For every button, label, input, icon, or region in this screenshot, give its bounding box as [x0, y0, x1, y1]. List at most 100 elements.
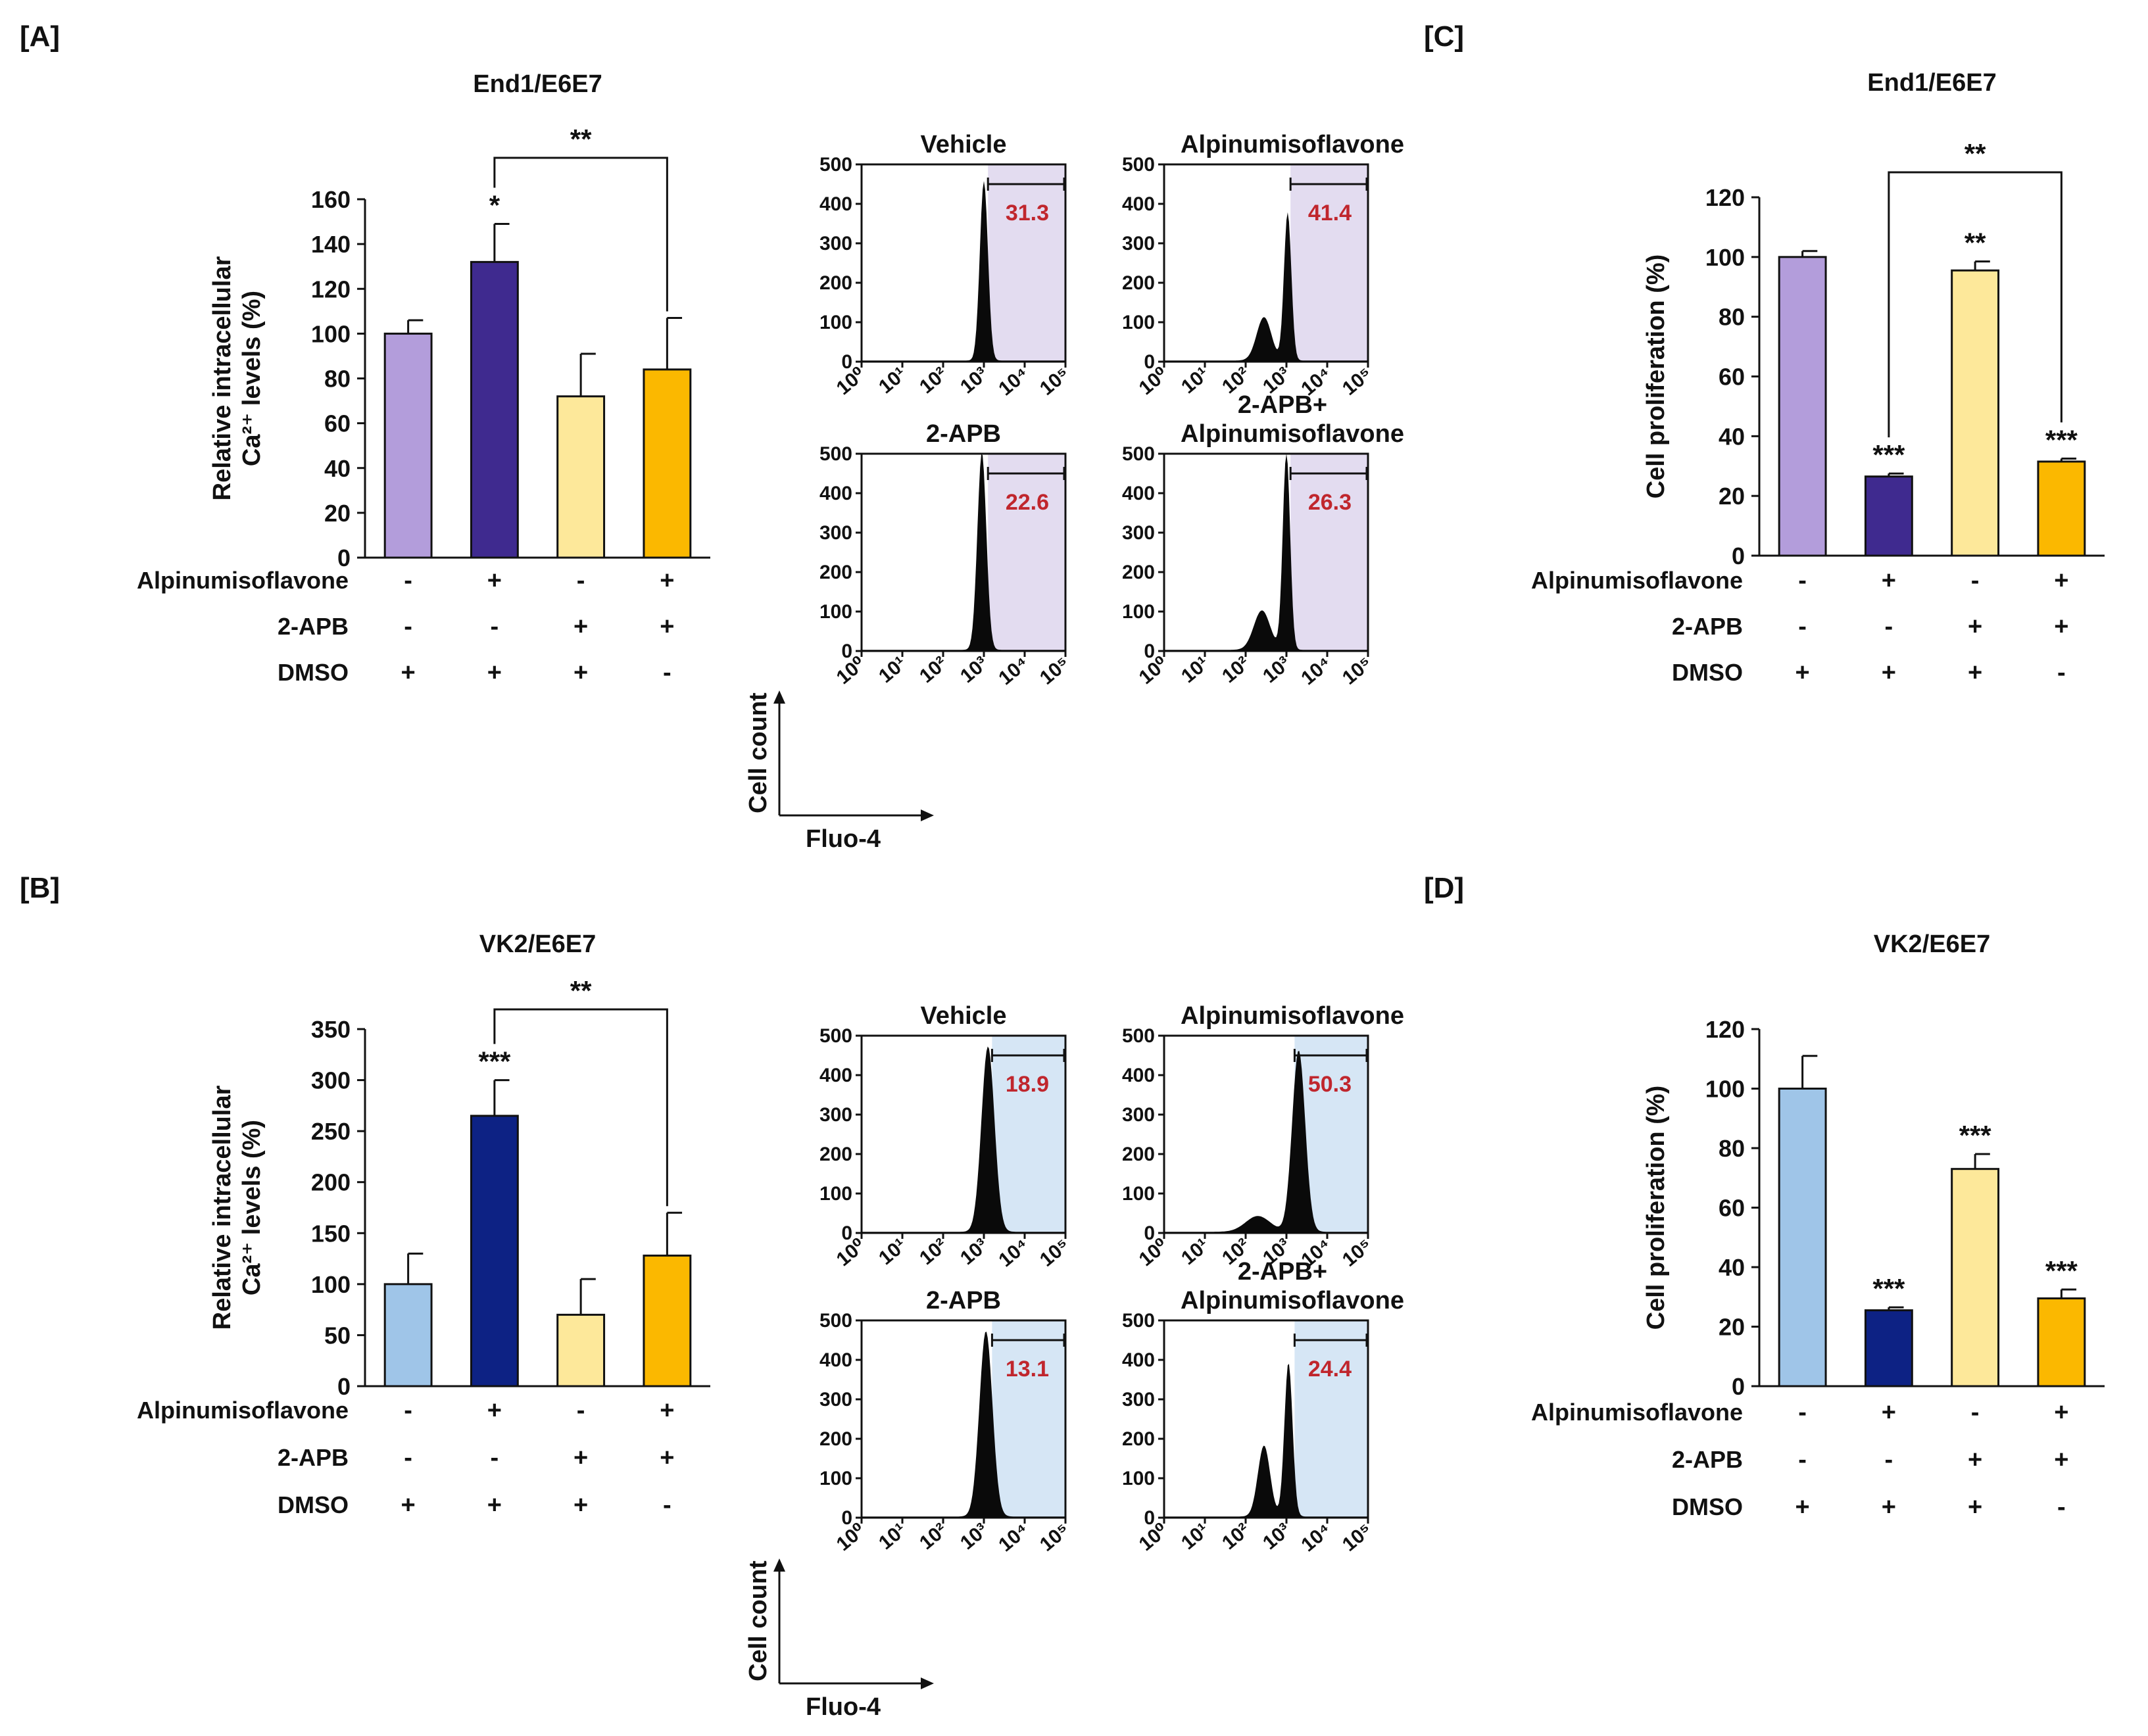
condition-sign: -	[1798, 567, 1807, 594]
y-tick-label: 400	[819, 1065, 852, 1086]
y-tick-label: 200	[1122, 1144, 1155, 1165]
x-tick-label: 10⁵	[1338, 363, 1377, 400]
bar-chart-d-bar: VK2/E6E7 0 20 40 60 80 100 120 Cell proliferatio…	[1531, 930, 2105, 1521]
condition-sign: +	[574, 1444, 588, 1472]
x-tick-label: 10²	[915, 363, 951, 398]
gate-percentage: 26.3	[1308, 490, 1352, 515]
condition-sign: -	[1885, 613, 1893, 640]
bar	[1951, 269, 2000, 557]
x-tick-label: 10⁴	[1297, 1519, 1335, 1556]
y-tick-label: 0	[841, 1222, 852, 1244]
condition-sign: +	[1968, 659, 1982, 687]
x-tick-label: 10⁰	[1135, 652, 1173, 688]
gate-percentage: 50.3	[1308, 1072, 1352, 1097]
y-tick-label: 100	[819, 1183, 852, 1205]
histogram-distribution	[1164, 212, 1368, 362]
y-tick-label: 300	[1122, 522, 1155, 544]
y-tick-label: 100	[1705, 244, 1745, 271]
x-tick-label: 10¹	[875, 363, 910, 398]
y-tick-label: 500	[819, 1025, 852, 1047]
x-tick-label: 10³	[956, 652, 992, 687]
y-tick-label: 300	[819, 522, 852, 544]
gate-percentage: 24.4	[1308, 1357, 1352, 1382]
chart-title: VK2/E6E7	[479, 930, 596, 958]
x-tick-label: 10⁵	[1036, 363, 1074, 400]
y-tick-label: 0	[1144, 351, 1155, 373]
y-tick-label: 500	[1122, 443, 1155, 465]
y-arrow-head	[773, 1558, 785, 1572]
chart-title: VK2/E6E7	[1874, 930, 1990, 958]
condition-sign: -	[491, 613, 499, 640]
gate-region	[992, 1036, 1065, 1233]
y-tick-label: 200	[311, 1169, 351, 1196]
significance-marker: ***	[2045, 424, 2078, 455]
condition-sign: +	[487, 1491, 502, 1519]
x-tick-label: 10⁴	[994, 1234, 1033, 1271]
bar	[1951, 1168, 2000, 1387]
y-axis-title-line2: Ca²⁺ levels (%)	[238, 291, 266, 466]
y-tick-label: 500	[819, 443, 852, 465]
x-tick-label: 10⁴	[994, 652, 1033, 689]
bar	[556, 395, 606, 559]
gate-region	[1290, 164, 1368, 362]
x-tick-label: 10⁰	[833, 363, 870, 399]
bar	[643, 368, 692, 559]
y-tick-label: 500	[819, 1310, 852, 1332]
charts-layer: End1/E6E7 0 20 40 60 80 100 120 140 160 Relative i…	[137, 69, 2105, 1721]
condition-sign: -	[663, 659, 671, 687]
bar	[1778, 256, 1827, 557]
bar-chart-b-bar: VK2/E6E7 0 50 100 150 200 250 300 350 Relative in…	[137, 930, 710, 1519]
x-tick-label: 10³	[956, 1234, 992, 1269]
condition-sign: +	[660, 1444, 674, 1472]
condition-sign: +	[2054, 613, 2068, 640]
condition-sign: -	[404, 1397, 412, 1424]
x-tick-label: 10⁰	[833, 1519, 870, 1555]
y-tick-label: 500	[1122, 154, 1155, 176]
y-tick-label: 60	[1719, 364, 1745, 391]
significance-bracket	[493, 157, 668, 312]
condition-label: 2-APB	[1672, 613, 1743, 640]
x-tick-label: 10³	[956, 363, 992, 398]
y-tick-label: 300	[311, 1067, 351, 1094]
bar	[1864, 475, 1913, 557]
y-tick-label: 300	[1122, 1104, 1155, 1126]
y-tick-label: 140	[311, 231, 351, 258]
condition-sign: -	[2057, 1493, 2066, 1521]
gate-region	[1290, 454, 1368, 651]
y-tick-label: 40	[1719, 1254, 1745, 1281]
x-tick-label: 10¹	[1177, 652, 1213, 687]
x-tick-label: 10³	[1259, 1519, 1294, 1554]
significance-marker: ***	[1872, 439, 1905, 470]
condition-sign: +	[1795, 1493, 1810, 1521]
condition-label: DMSO	[278, 1491, 349, 1518]
bar-chart-a-bar: End1/E6E7 0 20 40 60 80 100 120 140 160 Relative i…	[137, 70, 710, 687]
y-tick-label: 400	[819, 483, 852, 504]
y-axis-title: Cell proliferation (%)	[1642, 254, 1670, 499]
histogram-title-line1: 2-APB+	[1238, 1258, 1327, 1286]
x-tick-label: 10⁵	[1036, 1519, 1074, 1556]
y-tick-label: 40	[1719, 423, 1745, 450]
y-tick-label: 0	[1144, 640, 1155, 662]
panel-label-a: [A]	[20, 20, 60, 53]
x-tick-label: 10⁴	[1297, 652, 1335, 689]
y-tick-label: 0	[841, 351, 852, 373]
y-tick-label: 80	[324, 366, 351, 393]
significance-marker: ***	[2045, 1255, 2078, 1286]
panel-label-d: [D]	[1424, 872, 1464, 904]
condition-label: Alpinumisoflavone	[1531, 567, 1743, 594]
y-tick-label: 0	[1732, 1373, 1745, 1400]
y-axis-title-line1: Relative intracellular	[208, 256, 236, 500]
y-tick-label: 200	[1122, 272, 1155, 294]
x-tick-label: 10⁰	[1135, 1519, 1173, 1555]
x-tick-label: 10⁵	[1338, 1519, 1377, 1556]
x-tick-label: 10²	[1218, 1519, 1254, 1554]
bar	[470, 260, 519, 559]
cell-count-label: Cell count	[744, 1560, 772, 1681]
gate-percentage: 41.4	[1308, 201, 1352, 226]
condition-sign: +	[487, 1397, 502, 1424]
condition-sign: -	[404, 613, 412, 640]
condition-sign: +	[2054, 1399, 2068, 1426]
bracket-label: **	[570, 124, 592, 155]
condition-sign: +	[1795, 659, 1810, 687]
y-axis-title-line2: Ca²⁺ levels (%)	[238, 1120, 266, 1295]
